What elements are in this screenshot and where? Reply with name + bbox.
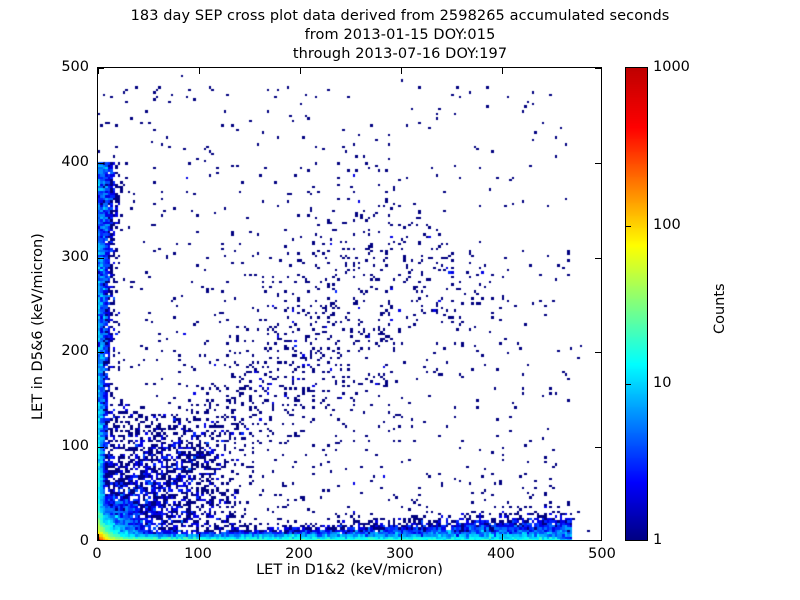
x-tick-mark [300,68,301,74]
x-tick-mark [401,68,402,74]
x-tick-mark [98,534,99,540]
x-tick-label: 400 [487,546,515,562]
colorbar-tick-label: 100 [653,217,681,233]
y-tick-mark [98,162,104,164]
x-tick-label: 100 [184,546,212,562]
y-tick-label: 0 [79,533,89,549]
y-axis-label: LET in D5&6 (keV/micron) [30,233,46,420]
y-tick-mark [98,68,104,69]
colorbar-tick-mark [626,226,631,227]
y-tick-mark [595,162,601,164]
colorbar-tick-label: 1 [653,532,663,548]
plot-axes [97,67,602,541]
y-tick-label: 400 [61,153,89,170]
colorbar-tick-mark [626,384,631,385]
y-tick-mark [595,68,601,69]
x-tick-mark [502,534,503,540]
x-tick-mark [401,534,402,540]
colorbar [625,67,648,541]
x-tick-mark [502,68,503,74]
y-tick-label: 100 [61,438,89,455]
y-tick-label: 300 [61,248,89,265]
x-tick-mark [98,68,99,74]
x-tick-label: 0 [92,546,102,562]
x-tick-label: 200 [285,546,313,562]
x-tick-mark [199,68,200,74]
y-tick-mark [98,257,104,259]
y-tick-mark [98,352,104,354]
y-tick-mark [595,352,601,354]
title-line-3: through 2013-07-16 DOY:197 [292,46,508,62]
colorbar-label: Counts [712,283,728,334]
x-tick-label: 300 [386,546,414,562]
title-line-1: 183 day SEP cross plot data derived from… [130,8,670,24]
heatmap-scatter-canvas [98,68,601,540]
x-tick-mark [199,534,200,540]
title-line-2: from 2013-01-15 DOY:015 [304,27,496,43]
colorbar-tick-label: 1000 [653,59,690,75]
y-tick-mark [595,447,601,449]
x-axis-label: LET in D1&2 (keV/micron) [256,562,443,578]
figure-title: 183 day SEP cross plot data derived from… [0,7,800,64]
y-tick-mark [595,257,601,259]
x-tick-mark [300,534,301,540]
x-tick-label: 500 [588,546,616,562]
colorbar-tick-label: 10 [653,375,672,391]
y-tick-mark [98,447,104,449]
colorbar-gradient [626,68,647,540]
y-tick-label: 500 [61,59,89,75]
y-tick-label: 200 [61,343,89,360]
